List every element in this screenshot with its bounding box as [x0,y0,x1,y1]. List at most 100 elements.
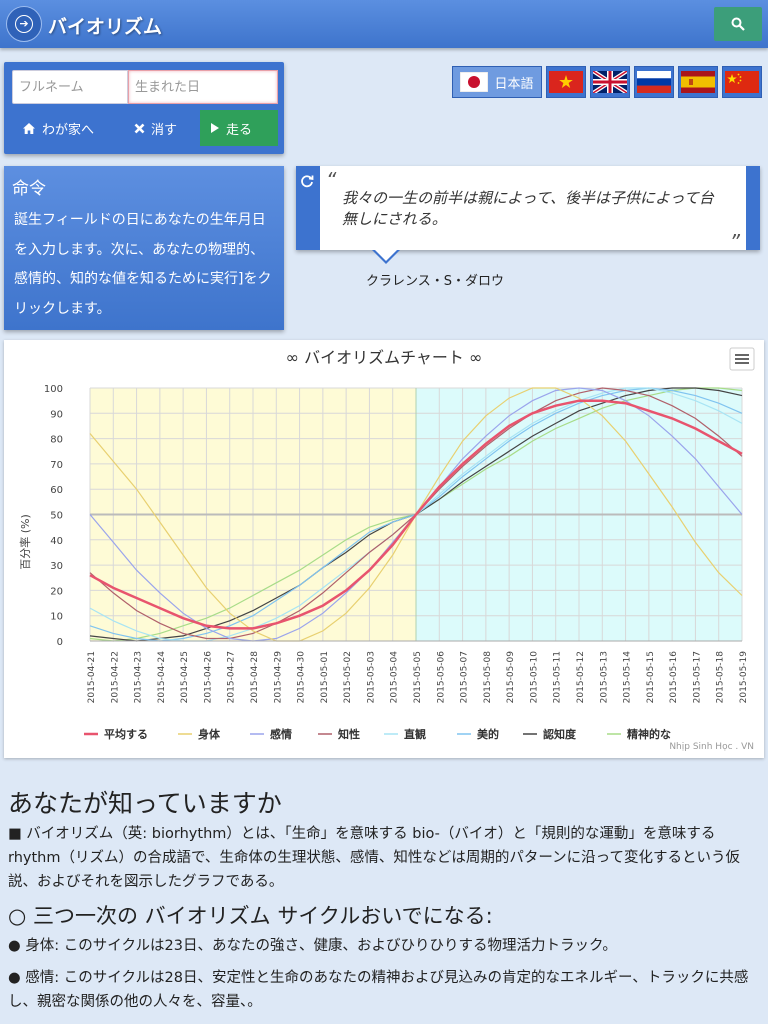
instructions-text: 誕生フィールドの日にあなたの生年月日を入力します。次に、あなたの物理的、感情的、… [14,212,272,317]
quote-author: クラレンス・S・ダロウ [366,274,504,289]
series-line [89,399,743,630]
y-tick-label: 100 [44,384,63,395]
home-button[interactable]: ➔ [6,6,42,42]
legend-item[interactable]: 認知度 [523,727,577,741]
app-title: バイオリズム [48,16,163,38]
x-tick-label: 2015-05-04 [390,651,400,704]
legend-item[interactable]: 身体 [178,727,221,741]
legend-label: 知性 [337,727,360,741]
run-label: 走る [226,122,253,138]
home-link-button[interactable]: わが家へ [12,110,122,146]
info-paragraph-3: ● 感情: このサイクルは28日、安定性と生命のあなたの精神および見込みの肯定的… [8,970,749,1010]
legend-label: 美的 [477,727,499,741]
refresh-icon[interactable] [300,174,314,192]
language-japanese[interactable]: 日本語 [452,66,542,98]
china-flag-icon [725,71,759,93]
x-tick-label: 2015-04-28 [250,651,260,704]
legend-label: 精神的な [627,727,671,741]
instructions-panel: 命令 誕生フィールドの日にあなたの生年月日を入力します。次に、あなたの物理的、感… [4,166,284,330]
x-tick-label: 2015-04-26 [203,651,213,704]
legend-item[interactable]: 精神的な [607,727,671,741]
chart-title: ∞ バイオリズムチャート ∞ [286,348,483,367]
play-icon [211,123,219,133]
spain-flag-icon [681,71,715,93]
language-russian[interactable] [634,66,674,98]
language-chinese[interactable] [722,66,762,98]
x-tick-label: 2015-05-08 [483,651,493,704]
current-language-label: 日本語 [494,76,534,92]
quote-open-mark: “ [326,168,337,192]
x-tick-label: 2015-05-18 [716,651,726,704]
info-subheading: ○ 三つ一次の バイオリズム サイクルおいでになる: [8,904,493,928]
x-tick-label: 2015-04-27 [227,651,237,703]
x-tick-label: 2015-05-10 [529,651,539,704]
language-english[interactable] [590,66,630,98]
quote-close-mark: ” [729,230,740,254]
legend-item[interactable]: 感情 [250,727,292,741]
home-icon [23,122,35,134]
birthdate-form: わが家へ 消す 走る [4,62,284,154]
search-button[interactable] [714,7,762,41]
language-spanish[interactable] [678,66,718,98]
y-tick-label: 0 [57,637,63,648]
quote-text: 我々の一生の前半は親によって、後半は子供によって台無しにされる。 [342,189,714,228]
x-tick-label: 2015-05-03 [366,651,376,703]
y-tick-label: 80 [50,435,63,446]
y-tick-label: 70 [50,460,63,471]
arrow-right-icon: ➔ [15,15,33,33]
x-tick-label: 2015-04-24 [157,651,167,704]
x-tick-label: 2015-05-01 [320,651,330,703]
x-tick-label: 2015-05-07 [460,651,470,703]
instructions-title: 命令 [12,179,46,199]
x-tick-label: 2015-05-12 [576,651,586,703]
y-tick-label: 10 [50,612,63,623]
x-tick-label: 2015-04-22 [110,651,120,703]
quote-box: “ 我々の一生の前半は親によって、後半は子供によって台無しにされる。 ” [296,166,760,254]
x-tick-label: 2015-05-16 [669,651,679,704]
x-tick-label: 2015-05-19 [739,651,749,704]
legend-item[interactable]: 平均する [84,727,148,741]
legend-label: 平均する [104,727,148,741]
birth-date-input[interactable] [128,70,278,104]
vietnam-flag-icon [549,71,583,93]
clear-button[interactable]: 消す [124,110,202,146]
legend-label: 身体 [198,727,221,741]
legend-item[interactable]: 知性 [318,727,360,741]
x-tick-label: 2015-05-11 [553,651,563,703]
biorhythm-chart: 2015-04-21 2015-04-22 2015-04-23 2015-04-24… [4,340,764,758]
x-tick-label: 2015-05-05 [413,651,423,703]
y-tick-label: 20 [50,586,63,597]
chart-menu-button[interactable] [729,347,755,371]
info-title: あなたが知っていますか [8,789,282,818]
x-tick-label: 2015-05-14 [623,651,633,704]
x-tick-label: 2015-04-21 [87,651,97,703]
x-tick-label: 2015-05-06 [436,651,446,704]
x-tick-label: 2015-05-17 [692,651,702,703]
x-tick-label: 2015-05-09 [506,651,516,704]
info-paragraph-2: ● 身体: このサイクルは23日、あなたの強さ、健康、およびひりひりする物理活力… [8,938,617,954]
home-link-label: わが家へ [42,122,95,138]
x-tick-label: 2015-04-29 [273,651,283,704]
run-button[interactable]: 走る [200,110,278,146]
y-tick-label: 30 [50,561,63,572]
x-tick-label: 2015-05-13 [599,651,609,703]
y-tick-label: 40 [50,536,63,547]
full-name-input[interactable] [12,70,128,104]
russia-flag-icon [637,71,671,93]
y-tick-label: 60 [50,485,63,496]
search-icon [731,17,745,31]
legend-item[interactable]: 直観 [384,727,426,741]
language-vietnamese[interactable] [546,66,586,98]
japan-flag-icon [460,72,489,92]
top-bar: ➔ バイオリズム [0,0,768,48]
y-tick-label: 90 [50,409,63,420]
quote-tail-inner [374,249,398,261]
legend-label: 認知度 [543,727,577,741]
x-tick-label: 2015-04-30 [297,651,307,704]
legend-label: 感情 [270,727,292,741]
x-tick-label: 2015-05-15 [646,651,656,703]
info-paragraph-1: ■ バイオリズム（英: biorhythm）とは、「生命」を意味する bio-（… [8,826,740,890]
y-tick-label: 50 [50,511,63,522]
x-tick-label: 2015-05-02 [343,651,353,703]
legend-item[interactable]: 美的 [457,727,499,741]
